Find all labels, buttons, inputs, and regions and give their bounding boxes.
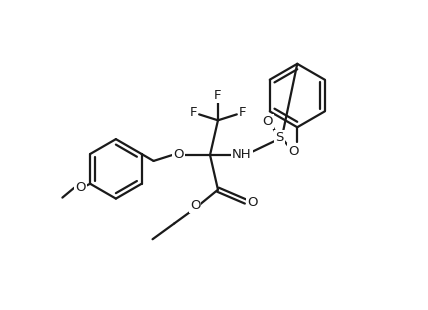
Text: O: O bbox=[75, 181, 86, 194]
Text: NH: NH bbox=[232, 148, 252, 162]
Text: O: O bbox=[190, 199, 200, 212]
Text: F: F bbox=[239, 106, 247, 119]
Text: F: F bbox=[214, 89, 222, 102]
Text: S: S bbox=[275, 131, 284, 144]
Text: O: O bbox=[288, 144, 299, 157]
Text: F: F bbox=[190, 106, 197, 119]
Text: O: O bbox=[173, 148, 184, 162]
Text: O: O bbox=[262, 115, 273, 128]
Text: O: O bbox=[247, 196, 258, 209]
